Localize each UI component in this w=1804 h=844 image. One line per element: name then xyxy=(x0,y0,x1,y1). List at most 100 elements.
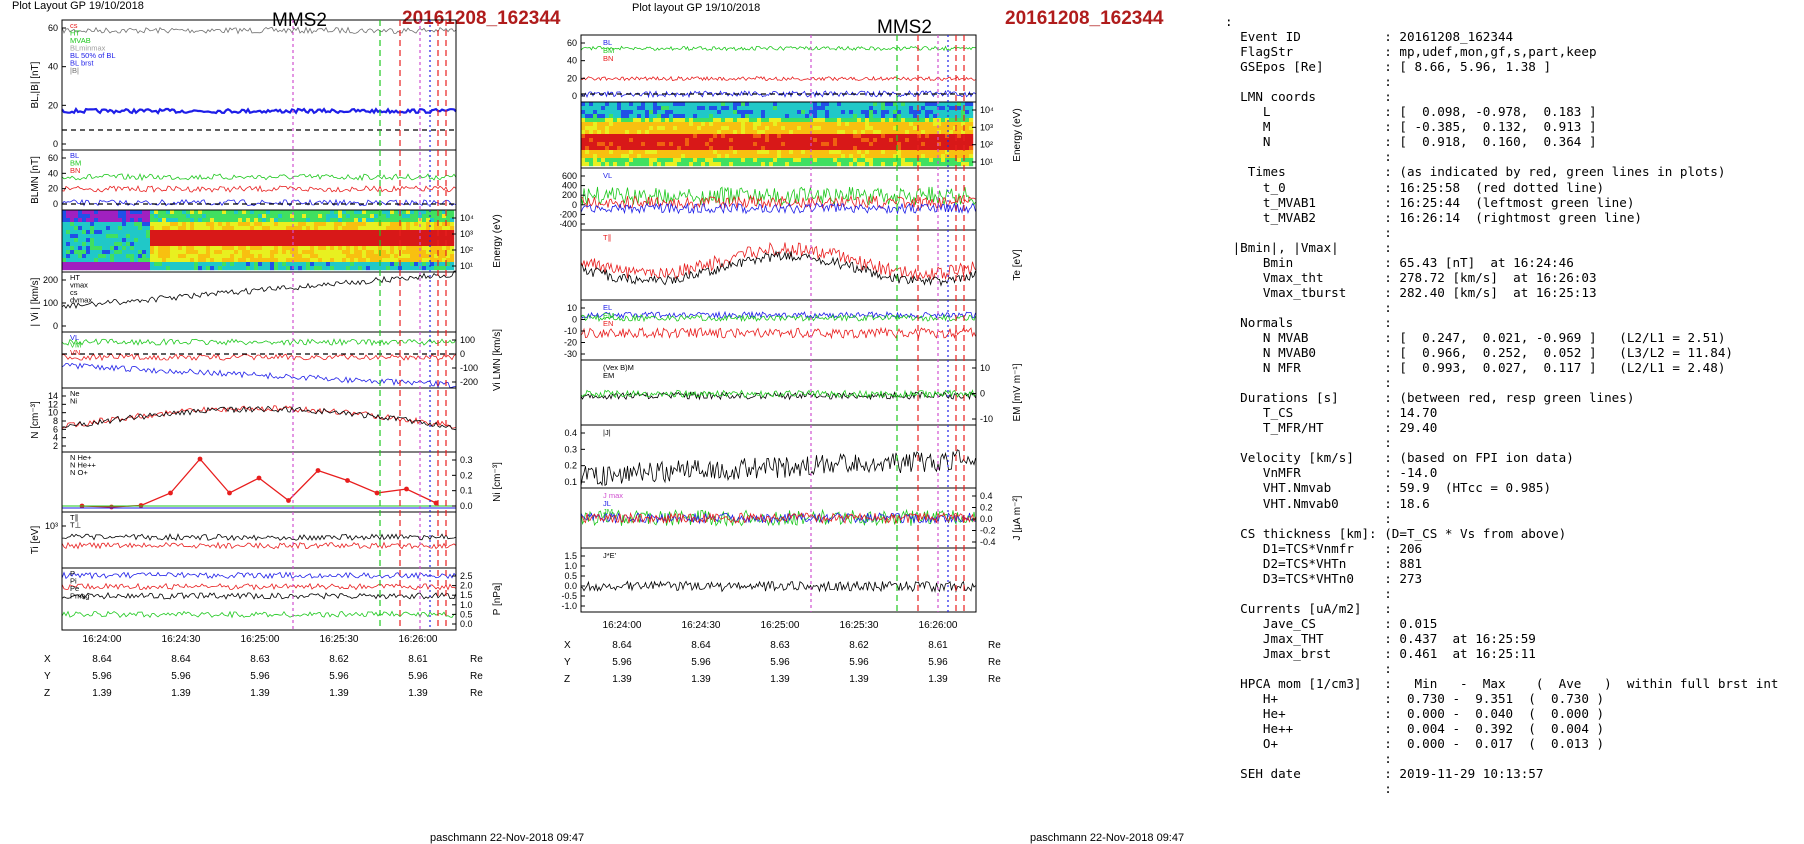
heatmap-cell xyxy=(254,226,259,231)
heatmap-cell xyxy=(294,230,299,235)
heatmap-cell xyxy=(222,234,227,239)
y-tick-label: -10 xyxy=(564,326,577,336)
heatmap-cell xyxy=(841,122,846,127)
heatmap-cell xyxy=(82,226,87,231)
heatmap-cell xyxy=(669,138,674,143)
heatmap-cell xyxy=(921,106,926,111)
heatmap-cell xyxy=(394,226,399,231)
heatmap-cell xyxy=(330,238,335,243)
info-line: Jmax_THT : 0.437 at 16:25:59 xyxy=(1225,630,1536,646)
heatmap-cell xyxy=(701,106,706,111)
heatmap-cell xyxy=(645,150,650,155)
heatmap-cell xyxy=(274,238,279,243)
heatmap-cell xyxy=(921,134,926,139)
heatmap-cell xyxy=(154,214,159,219)
heatmap-cell xyxy=(290,226,295,231)
info-line: Times : (as indicated by red, green line… xyxy=(1225,164,1726,180)
heatmap-cell xyxy=(581,134,586,139)
heatmap-cell xyxy=(881,118,886,123)
heatmap-cell xyxy=(601,158,606,163)
heatmap-cell xyxy=(705,126,710,131)
heatmap-cell xyxy=(645,118,650,123)
heatmap-cell xyxy=(585,154,590,159)
info-line: Normals : xyxy=(1225,314,1392,330)
mid-event-label: 20161208_162344 xyxy=(1005,8,1164,29)
heatmap-cell xyxy=(797,130,802,135)
series-line xyxy=(580,186,976,206)
heatmap-cell xyxy=(745,130,750,135)
series-line xyxy=(61,26,457,35)
heatmap-cell xyxy=(418,214,423,219)
heatmap-cell xyxy=(733,126,738,131)
heatmap-cell xyxy=(893,154,898,159)
heatmap-cell xyxy=(450,222,455,227)
heatmap-cell xyxy=(162,242,167,247)
series-line xyxy=(61,198,457,207)
heatmap-cell xyxy=(901,158,906,163)
heatmap-cell xyxy=(785,122,790,127)
heatmap-cell xyxy=(110,214,115,219)
heatmap-cell xyxy=(729,106,734,111)
heatmap-cell xyxy=(382,246,387,251)
heatmap-cell xyxy=(849,130,854,135)
heatmap-cell xyxy=(234,246,239,251)
legend-entry: N He++ xyxy=(70,461,96,470)
heatmap-cell xyxy=(961,138,966,143)
heatmap-cell xyxy=(374,214,379,219)
heatmap-cell xyxy=(122,266,127,271)
heatmap-cell xyxy=(242,262,247,267)
heatmap-cell xyxy=(402,210,407,215)
heatmap-cell xyxy=(729,146,734,151)
heatmap-cell xyxy=(366,214,371,219)
heatmap-cell xyxy=(957,158,962,163)
heatmap-cell xyxy=(669,106,674,111)
heatmap-cell xyxy=(286,246,291,251)
heatmap-cell xyxy=(773,114,778,119)
heatmap-cell xyxy=(685,114,690,119)
heatmap-cell xyxy=(174,242,179,247)
heatmap-cell xyxy=(238,258,243,263)
heatmap-cell xyxy=(102,218,107,223)
heatmap-cell xyxy=(442,258,447,263)
heatmap-cell xyxy=(98,230,103,235)
heatmap-cell xyxy=(697,110,702,115)
time-tick-label: 16:25:00 xyxy=(761,620,800,631)
heatmap-cell xyxy=(629,142,634,147)
heatmap-cell xyxy=(66,258,71,263)
heatmap-cell xyxy=(330,222,335,227)
heatmap-cell xyxy=(186,254,191,259)
heatmap-cell xyxy=(402,214,407,219)
heatmap-cell xyxy=(957,122,962,127)
heatmap-cell xyxy=(589,118,594,123)
heatmap-cell xyxy=(665,158,670,163)
heatmap-cell xyxy=(737,142,742,147)
heatmap-cell xyxy=(154,242,159,247)
heatmap-cell xyxy=(853,138,858,143)
heatmap-cell xyxy=(214,238,219,243)
heatmap-cell xyxy=(330,246,335,251)
heatmap-cell xyxy=(637,126,642,131)
heatmap-cell xyxy=(150,210,155,215)
heatmap-cell xyxy=(913,134,918,139)
heatmap-cell xyxy=(326,266,331,271)
heatmap-cell xyxy=(833,110,838,115)
heatmap-cell xyxy=(118,250,123,255)
heatmap-cell xyxy=(222,242,227,247)
heatmap-cell xyxy=(869,114,874,119)
heatmap-cell xyxy=(901,138,906,143)
heatmap-cell xyxy=(438,230,443,235)
heatmap-cell xyxy=(422,230,427,235)
heatmap-cell xyxy=(158,262,163,267)
heatmap-cell xyxy=(969,158,974,163)
heatmap-cell xyxy=(857,106,862,111)
heatmap-cell xyxy=(410,222,415,227)
heatmap-cell xyxy=(677,138,682,143)
heatmap-cell xyxy=(661,154,666,159)
heatmap-cell xyxy=(266,226,271,231)
heatmap-cell xyxy=(605,146,610,151)
heatmap-cell xyxy=(949,154,954,159)
heatmap-cell xyxy=(170,258,175,263)
heatmap-cell xyxy=(106,242,111,247)
info-line: T_MFR/HT : 29.40 xyxy=(1225,420,1438,436)
y-tick-label: 0.5 xyxy=(460,609,473,619)
